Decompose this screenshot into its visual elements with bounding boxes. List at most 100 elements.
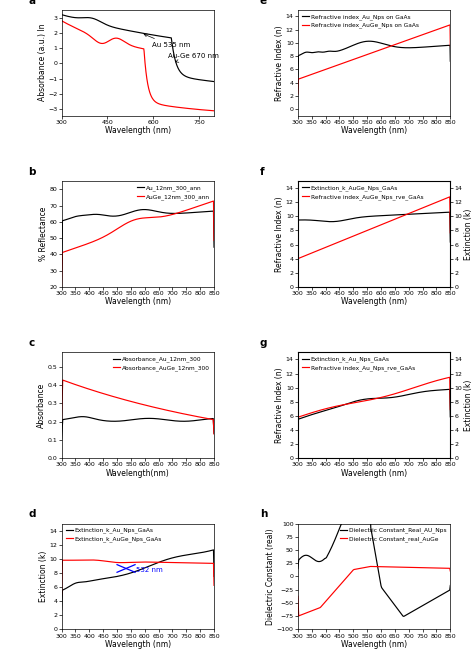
Extinction_k_Au_Nps_GaAs <box>128 569 134 577</box>
Refractive index_Au_Nps_rve_GaAs <box>295 430 301 438</box>
Legend: Extinction_k_AuGe_Nps_GaAs, Refractive index_AuGe_Nps_rve_GaAs: Extinction_k_AuGe_Nps_GaAs, Refractive i… <box>301 184 425 201</box>
Dielectric Constant_real_AuGe <box>368 563 374 571</box>
Extinction_k_Au_Nps_GaAs <box>364 395 370 403</box>
X-axis label: Wavelength (nm): Wavelength (nm) <box>341 469 407 478</box>
Extinction_k_AuGe_Nps_GaAs <box>118 559 124 567</box>
AuGe_12nm_300_ann <box>164 212 170 220</box>
Extinction_k_Au_Nps_GaAs <box>210 546 216 554</box>
Au_12nm_300_ann <box>141 206 147 214</box>
Dielectric Constant_real_AuGe <box>447 567 453 575</box>
Dielectric Constant_Real_AU_Nps <box>300 553 305 561</box>
Extinction_k_AuGe_Nps_GaAs <box>295 243 301 250</box>
Extinction_k_AuGe_Nps_GaAs <box>300 216 305 224</box>
Dielectric Constant_Real_AU_Nps <box>354 484 360 492</box>
Dielectric Constant_real_AuGe <box>355 565 360 573</box>
Refractive index_AuGe_Nps_rve_GaAs <box>400 212 406 220</box>
Refractive index_Au_Nps_rve_GaAs <box>363 397 368 405</box>
Extinction_k_AuGe_Nps_GaAs <box>440 208 446 216</box>
Au_12nm_300_ann <box>205 208 210 215</box>
Extinction_k_Au_Nps_GaAs <box>127 569 132 577</box>
Au_12nm_300_ann <box>118 212 124 219</box>
Text: f: f <box>260 167 264 177</box>
Absorbance_AuGe_12nm_300 <box>60 376 65 384</box>
Text: d: d <box>28 509 36 519</box>
Extinction_k_Au_Nps_GaAs <box>118 572 124 580</box>
Refractive index_Au_Nps on GaAs <box>354 40 360 47</box>
Legend: Absorbance_Au_12nm_300, Absorbance_AuGe_12nm_300: Absorbance_Au_12nm_300, Absorbance_AuGe_… <box>112 355 211 372</box>
Refractive index_Au_Nps on GaAs <box>441 42 447 49</box>
Dielectric Constant_Real_AU_Nps <box>366 464 372 472</box>
Extinction_k_AuGe_Nps_GaAs <box>127 558 132 566</box>
AuGe_12nm_300_ann <box>211 237 217 244</box>
Text: c: c <box>28 338 34 348</box>
Y-axis label: Refractive Index (n): Refractive Index (n) <box>275 196 284 272</box>
Absorbance_Au_12nm_300 <box>211 430 217 438</box>
Absorbance_AuGe_12nm_300 <box>164 407 170 415</box>
Extinction_k_Au_Nps_GaAs <box>59 606 64 614</box>
Y-axis label: Absorbance (a.u.) ln: Absorbance (a.u.) ln <box>38 24 47 101</box>
Text: g: g <box>260 338 267 348</box>
Text: b: b <box>28 167 36 177</box>
Line: Extinction_k_AuGe_Nps_GaAs: Extinction_k_AuGe_Nps_GaAs <box>298 212 450 246</box>
Extinction_k_Au_Nps_GaAs <box>447 413 453 421</box>
X-axis label: Wavelength(nm): Wavelength(nm) <box>106 469 170 478</box>
Refractive index_AuGe_Nps on GaAs <box>440 23 446 31</box>
Extinction_k_Au_Nps_GaAs <box>440 386 446 393</box>
X-axis label: Wavelength (nm): Wavelength (nm) <box>341 126 407 135</box>
Dielectric Constant_Real_AU_Nps <box>401 612 407 620</box>
Line: Refractive index_AuGe_Nps_rve_GaAs: Refractive index_AuGe_Nps_rve_GaAs <box>298 197 450 270</box>
Line: Refractive index_Au_Nps on GaAs: Refractive index_Au_Nps on GaAs <box>298 42 450 82</box>
Dielectric Constant_Real_AU_Nps <box>441 590 447 598</box>
Dielectric Constant_real_AuGe <box>295 592 301 600</box>
Dielectric Constant_real_AuGe <box>401 563 406 571</box>
Refractive index_Au_Nps_rve_GaAs <box>447 374 453 382</box>
Absorbance_Au_12nm_300 <box>164 416 170 424</box>
Extinction_k_AuGe_Nps_GaAs <box>354 214 360 221</box>
Absorbance_AuGe_12nm_300 <box>205 415 210 422</box>
Extinction_k_Au_Nps_GaAs <box>204 548 210 556</box>
Absorbance_Au_12nm_300 <box>128 416 134 424</box>
AuGe_12nm_300_ann <box>204 199 210 207</box>
Legend: Dielectric Constant_Real_AU_Nps, Dielectric Constant_real_AuGe: Dielectric Constant_Real_AU_Nps, Dielect… <box>339 527 447 543</box>
Absorbance_AuGe_12nm_300 <box>128 397 134 405</box>
Text: Au-Ge 670 nm: Au-Ge 670 nm <box>168 53 219 63</box>
Dielectric Constant_real_AuGe <box>441 564 447 572</box>
Refractive index_AuGe_Nps on GaAs <box>400 38 406 45</box>
Refractive index_AuGe_Nps_rve_GaAs <box>447 229 453 237</box>
Absorbance_AuGe_12nm_300 <box>127 397 132 405</box>
AuGe_12nm_300_ann <box>128 217 134 225</box>
X-axis label: Wavelength (nm): Wavelength (nm) <box>341 640 407 649</box>
Refractive index_AuGe_Nps_rve_GaAs <box>447 193 453 201</box>
Line: Absorbance_Au_12nm_300: Absorbance_Au_12nm_300 <box>62 416 214 439</box>
Au_12nm_300_ann <box>128 208 134 216</box>
Line: Absorbance_AuGe_12nm_300: Absorbance_AuGe_12nm_300 <box>62 380 214 434</box>
Refractive index_Au_Nps on GaAs <box>366 38 372 45</box>
Absorbance_Au_12nm_300 <box>118 417 124 425</box>
Absorbance_AuGe_12nm_300 <box>64 378 69 386</box>
Extinction_k_Au_Nps_GaAs <box>354 397 360 405</box>
Refractive index_AuGe_Nps on GaAs <box>364 51 370 59</box>
Text: h: h <box>260 509 267 519</box>
Extinction_k_AuGe_Nps_GaAs <box>211 581 217 589</box>
Dielectric Constant_Real_AU_Nps <box>401 612 406 620</box>
Legend: Extinction_k_Au_Nps_GaAs, Extinction_k_AuGe_Nps_GaAs: Extinction_k_Au_Nps_GaAs, Extinction_k_A… <box>64 527 163 543</box>
Extinction_k_Au_Nps_GaAs <box>363 395 368 403</box>
Au_12nm_300_ann <box>127 209 132 217</box>
Refractive index_AuGe_Nps_rve_GaAs <box>363 227 368 235</box>
Extinction_k_AuGe_Nps_GaAs <box>363 213 368 221</box>
Refractive index_Au_Nps on GaAs <box>300 50 305 58</box>
Absorbance_Au_12nm_300 <box>127 416 132 424</box>
Y-axis label: Refractive Index (n): Refractive Index (n) <box>275 25 284 101</box>
Refractive index_Au_Nps on GaAs <box>401 43 406 51</box>
Refractive index_Au_Nps_rve_GaAs <box>364 397 370 405</box>
Absorbance_AuGe_12nm_300 <box>59 415 64 423</box>
Refractive index_AuGe_Nps_rve_GaAs <box>300 253 305 261</box>
Extinction_k_AuGe_Nps_GaAs <box>205 559 210 567</box>
Refractive index_Au_Nps_rve_GaAs <box>400 387 406 395</box>
AuGe_12nm_300_ann <box>210 197 216 205</box>
Refractive index_Au_Nps_rve_GaAs <box>300 412 305 420</box>
Text: a: a <box>28 0 35 6</box>
Extinction_k_Au_Nps_GaAs <box>211 573 217 581</box>
Extinction_k_Au_Nps_GaAs <box>63 585 69 592</box>
Line: Extinction_k_Au_Nps_GaAs: Extinction_k_Au_Nps_GaAs <box>298 389 450 435</box>
